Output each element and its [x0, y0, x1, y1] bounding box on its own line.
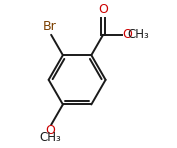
Text: Br: Br: [43, 20, 57, 33]
Text: O: O: [45, 124, 55, 137]
Text: CH₃: CH₃: [39, 131, 61, 144]
Text: O: O: [122, 28, 132, 41]
Text: CH₃: CH₃: [127, 28, 149, 41]
Text: O: O: [98, 3, 108, 16]
